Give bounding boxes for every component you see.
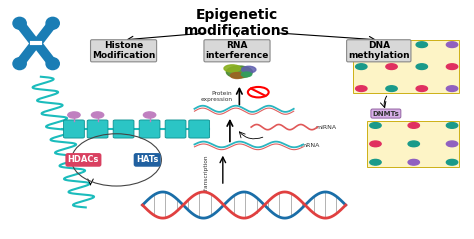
Ellipse shape: [13, 17, 26, 29]
Text: Epigenetic
modifications: Epigenetic modifications: [184, 8, 290, 38]
Circle shape: [91, 112, 104, 118]
Circle shape: [416, 42, 428, 48]
Text: Protein
expression: Protein expression: [201, 91, 232, 102]
Text: Transcription: Transcription: [204, 155, 209, 193]
Ellipse shape: [46, 17, 59, 29]
Text: HDACs: HDACs: [68, 155, 99, 164]
Circle shape: [370, 141, 381, 147]
Ellipse shape: [241, 72, 252, 77]
Ellipse shape: [224, 65, 240, 72]
Circle shape: [447, 123, 458, 128]
Text: HATs: HATs: [136, 155, 158, 164]
Circle shape: [408, 159, 419, 165]
Text: Histone
Modification: Histone Modification: [92, 41, 155, 60]
Circle shape: [447, 64, 458, 70]
Circle shape: [68, 112, 80, 118]
FancyBboxPatch shape: [189, 120, 210, 138]
Circle shape: [356, 42, 367, 48]
Circle shape: [356, 64, 367, 70]
Circle shape: [447, 141, 458, 147]
Circle shape: [408, 141, 419, 147]
Circle shape: [447, 86, 458, 92]
Circle shape: [416, 64, 428, 70]
Text: DNMTs: DNMTs: [373, 111, 399, 117]
FancyBboxPatch shape: [139, 120, 160, 138]
FancyBboxPatch shape: [87, 120, 108, 138]
Circle shape: [447, 42, 458, 48]
FancyBboxPatch shape: [165, 120, 186, 138]
FancyBboxPatch shape: [113, 120, 134, 138]
Circle shape: [370, 159, 381, 165]
Circle shape: [386, 42, 397, 48]
FancyBboxPatch shape: [367, 121, 459, 167]
Ellipse shape: [46, 58, 59, 70]
FancyBboxPatch shape: [353, 40, 459, 93]
Ellipse shape: [230, 73, 244, 79]
Circle shape: [416, 86, 428, 92]
Circle shape: [370, 123, 381, 128]
FancyBboxPatch shape: [64, 120, 84, 138]
Ellipse shape: [242, 66, 256, 73]
Text: DNA
methylation: DNA methylation: [348, 41, 410, 60]
Circle shape: [386, 64, 397, 70]
Ellipse shape: [227, 66, 252, 78]
Ellipse shape: [13, 58, 26, 70]
Circle shape: [386, 86, 397, 92]
Circle shape: [144, 112, 156, 118]
Circle shape: [356, 86, 367, 92]
Circle shape: [447, 159, 458, 165]
Text: mRNA: mRNA: [301, 143, 320, 148]
Circle shape: [408, 123, 419, 128]
Text: miRNA: miRNA: [315, 125, 336, 130]
Text: RNA
interference: RNA interference: [205, 41, 269, 60]
